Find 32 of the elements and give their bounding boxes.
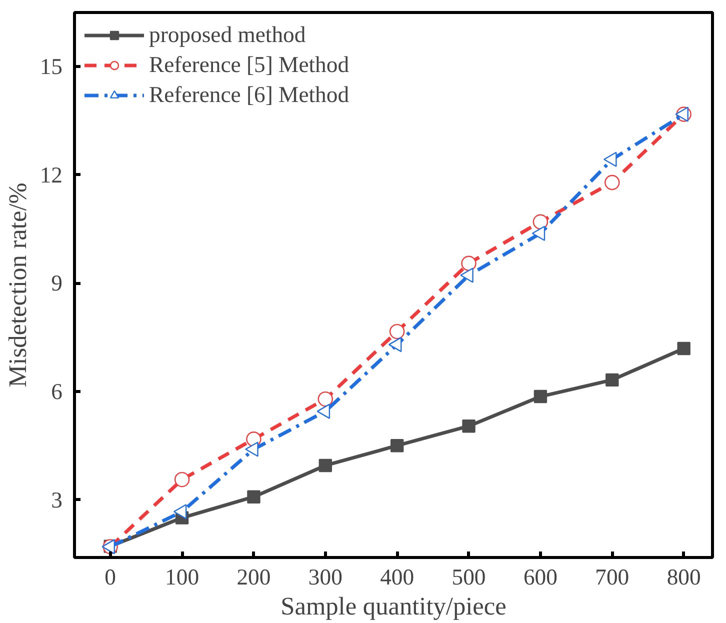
y-tick-label: 15 <box>40 54 62 80</box>
y-tick-label: 6 <box>51 378 62 404</box>
x-tick-label: 0 <box>104 564 116 590</box>
point <box>461 256 476 271</box>
y-axis-title: Misdetection rate/% <box>4 182 32 388</box>
legend-label: Reference [5] Method <box>149 52 350 78</box>
y-tick-label: 12 <box>40 162 62 188</box>
point <box>462 420 476 433</box>
legend-label: proposed method <box>149 22 306 48</box>
x-tick-label: 500 <box>452 564 486 590</box>
x-tick-label: 300 <box>308 564 342 590</box>
y-tick-label: 3 <box>51 487 62 512</box>
point <box>247 490 260 504</box>
point <box>389 324 405 340</box>
x-tick-label: 100 <box>165 564 200 590</box>
point <box>390 439 404 452</box>
point <box>318 391 333 407</box>
x-tick-label: 400 <box>380 564 414 590</box>
point <box>174 472 190 488</box>
point <box>604 174 620 190</box>
point <box>606 373 619 387</box>
point <box>532 214 548 230</box>
x-tick-label: 200 <box>236 564 271 590</box>
point <box>318 458 332 472</box>
legend-label: Reference [6] Method <box>149 82 350 108</box>
point <box>534 390 548 404</box>
x-tick-label: 700 <box>595 564 630 590</box>
y-tick-label: 9 <box>51 270 62 296</box>
x-tick-label: 800 <box>666 564 701 590</box>
x-axis-title: Sample quantity/piece <box>280 592 506 620</box>
x-tick-label: 600 <box>523 564 558 590</box>
point <box>677 342 690 356</box>
